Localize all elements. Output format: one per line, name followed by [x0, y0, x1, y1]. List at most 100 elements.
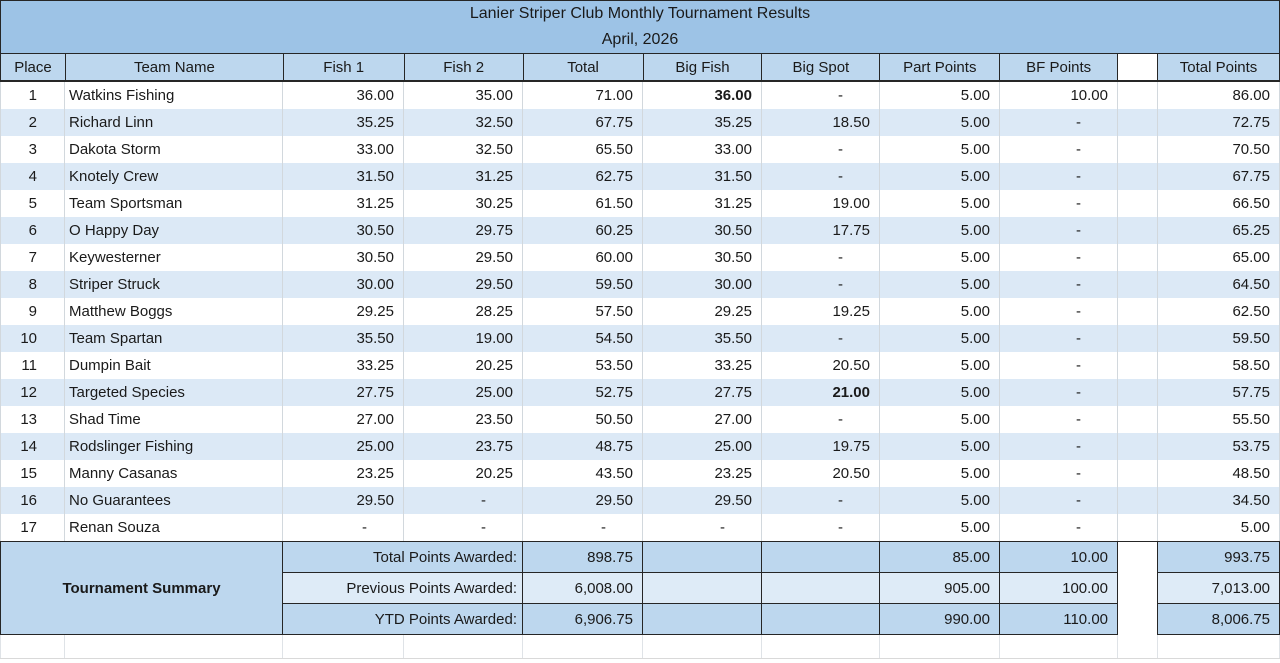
cell-place[interactable]: 13: [0, 406, 65, 433]
summary-spacer-cell[interactable]: [1118, 573, 1158, 604]
cell-big-fish[interactable]: 29.50: [643, 487, 762, 514]
cell-fish-2[interactable]: 29.75: [404, 217, 523, 244]
cell-big-spot[interactable]: 18.50: [762, 109, 880, 136]
cell-fish-2[interactable]: 32.50: [404, 136, 523, 163]
cell-part-points[interactable]: 5.00: [880, 82, 1000, 109]
cell-part-points[interactable]: 5.00: [880, 271, 1000, 298]
cell-bf-points[interactable]: -: [1000, 433, 1118, 460]
spacer-cell[interactable]: [1118, 136, 1158, 163]
cell-total[interactable]: 61.50: [523, 190, 643, 217]
spacer-cell[interactable]: [1118, 271, 1158, 298]
cell-big-spot[interactable]: -: [762, 487, 880, 514]
cell-part-points[interactable]: 5.00: [880, 136, 1000, 163]
cell-big-spot[interactable]: 17.75: [762, 217, 880, 244]
cell-team-name[interactable]: Keywesterner: [65, 244, 283, 271]
cell-bf-points[interactable]: -: [1000, 271, 1118, 298]
summary-big-spot-cell[interactable]: [762, 573, 880, 604]
cell-part-points[interactable]: 5.00: [880, 190, 1000, 217]
summary-bf-points-cell[interactable]: 10.00: [1000, 542, 1118, 573]
cell-place[interactable]: 4: [0, 163, 65, 190]
cell-place[interactable]: 8: [0, 271, 65, 298]
cell-big-spot[interactable]: -: [762, 514, 880, 541]
spacer-cell[interactable]: [1118, 244, 1158, 271]
cell-part-points[interactable]: 5.00: [880, 109, 1000, 136]
summary-total-points-cell[interactable]: 8,006.75: [1158, 604, 1280, 635]
cell-place[interactable]: 10: [0, 325, 65, 352]
cell-total[interactable]: 60.00: [523, 244, 643, 271]
cell-big-fish[interactable]: 31.50: [643, 163, 762, 190]
cell-total[interactable]: -: [523, 514, 643, 541]
cell-fish-1[interactable]: 29.50: [283, 487, 404, 514]
cell-fish-2[interactable]: 30.25: [404, 190, 523, 217]
spacer-cell[interactable]: [1118, 487, 1158, 514]
cell-team-name[interactable]: Striper Struck: [65, 271, 283, 298]
summary-spacer-cell[interactable]: [1118, 542, 1158, 573]
column-header-spacer[interactable]: [1118, 54, 1159, 80]
cell-place[interactable]: 16: [0, 487, 65, 514]
summary-total-points-cell[interactable]: 993.75: [1158, 542, 1280, 573]
cell-big-fish[interactable]: 27.00: [643, 406, 762, 433]
cell-team-name[interactable]: Watkins Fishing: [65, 82, 283, 109]
cell-big-fish[interactable]: 35.25: [643, 109, 762, 136]
summary-big-fish-cell[interactable]: [643, 604, 762, 635]
spacer-cell[interactable]: [1118, 406, 1158, 433]
cell-part-points[interactable]: 5.00: [880, 298, 1000, 325]
cell-total-points[interactable]: 65.00: [1158, 244, 1280, 271]
summary-part-points-cell[interactable]: 990.00: [880, 604, 1000, 635]
cell-total-points[interactable]: 70.50: [1158, 136, 1280, 163]
cell-total-points[interactable]: 5.00: [1158, 514, 1280, 541]
cell-part-points[interactable]: 5.00: [880, 406, 1000, 433]
cell-fish-2[interactable]: -: [404, 514, 523, 541]
cell-total[interactable]: 29.50: [523, 487, 643, 514]
summary-title-cell[interactable]: Tournament Summary: [1, 542, 283, 635]
cell-total[interactable]: 50.50: [523, 406, 643, 433]
cell-fish-1[interactable]: 23.25: [283, 460, 404, 487]
cell-total[interactable]: 59.50: [523, 271, 643, 298]
cell-place[interactable]: 12: [0, 379, 65, 406]
cell-bf-points[interactable]: -: [1000, 217, 1118, 244]
cell-team-name[interactable]: Team Spartan: [65, 325, 283, 352]
cell-team-name[interactable]: No Guarantees: [65, 487, 283, 514]
cell-team-name[interactable]: Renan Souza: [65, 514, 283, 541]
cell-bf-points[interactable]: -: [1000, 109, 1118, 136]
cell-fish-2[interactable]: 28.25: [404, 298, 523, 325]
cell-part-points[interactable]: 5.00: [880, 352, 1000, 379]
cell-place[interactable]: 7: [0, 244, 65, 271]
cell-big-spot[interactable]: -: [762, 406, 880, 433]
cell-fish-2[interactable]: 29.50: [404, 271, 523, 298]
cell-fish-1[interactable]: 35.25: [283, 109, 404, 136]
cell-part-points[interactable]: 5.00: [880, 163, 1000, 190]
spacer-cell[interactable]: [1118, 325, 1158, 352]
cell-big-fish[interactable]: 35.50: [643, 325, 762, 352]
cell-fish-2[interactable]: -: [404, 487, 523, 514]
cell-big-spot[interactable]: 19.25: [762, 298, 880, 325]
cell-part-points[interactable]: 5.00: [880, 487, 1000, 514]
cell-place[interactable]: 2: [0, 109, 65, 136]
spacer-cell[interactable]: [1118, 82, 1158, 109]
cell-bf-points[interactable]: -: [1000, 406, 1118, 433]
cell-big-spot[interactable]: -: [762, 136, 880, 163]
cell-bf-points[interactable]: -: [1000, 379, 1118, 406]
cell-big-fish[interactable]: 33.00: [643, 136, 762, 163]
cell-fish-1[interactable]: 33.00: [283, 136, 404, 163]
cell-big-fish[interactable]: 27.75: [643, 379, 762, 406]
cell-bf-points[interactable]: -: [1000, 460, 1118, 487]
cell-team-name[interactable]: O Happy Day: [65, 217, 283, 244]
cell-big-fish[interactable]: 33.25: [643, 352, 762, 379]
summary-label-cell[interactable]: YTD Points Awarded:: [283, 604, 523, 635]
cell-place[interactable]: 9: [0, 298, 65, 325]
cell-big-fish[interactable]: 29.25: [643, 298, 762, 325]
summary-total-cell[interactable]: 6,906.75: [523, 604, 643, 635]
cell-team-name[interactable]: Dumpin Bait: [65, 352, 283, 379]
column-header-fish-1[interactable]: Fish 1: [284, 54, 405, 80]
cell-team-name[interactable]: Rodslinger Fishing: [65, 433, 283, 460]
cell-fish-2[interactable]: 29.50: [404, 244, 523, 271]
cell-bf-points[interactable]: 10.00: [1000, 82, 1118, 109]
column-header-fish-2[interactable]: Fish 2: [405, 54, 524, 80]
cell-total-points[interactable]: 86.00: [1158, 82, 1280, 109]
summary-big-fish-cell[interactable]: [643, 573, 762, 604]
column-header-big-fish[interactable]: Big Fish: [644, 54, 763, 80]
spacer-cell[interactable]: [1118, 514, 1158, 541]
cell-big-spot[interactable]: -: [762, 325, 880, 352]
cell-place[interactable]: 15: [0, 460, 65, 487]
